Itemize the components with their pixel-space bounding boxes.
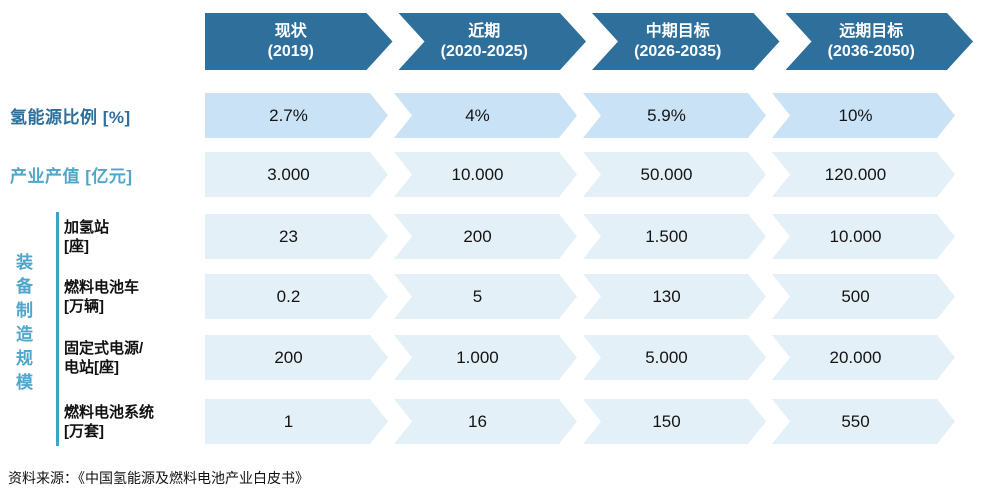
source-note: 资料来源：《中国氢能源及燃料电池产业白皮书》 xyxy=(8,472,309,487)
header-period: (2026-2035) xyxy=(634,42,722,60)
row-hydrogen-share: 2.7% 4% 5.9% 10% xyxy=(205,93,955,138)
value-cell: 1 xyxy=(205,399,388,444)
value-cell: 130 xyxy=(583,274,766,319)
sub-label-name: 加氢站 xyxy=(64,218,110,236)
header-col-mid-term: 中期目标 (2026-2035) xyxy=(592,13,780,70)
header-title: 远期目标 xyxy=(839,22,904,40)
header-period: (2020-2025) xyxy=(440,42,528,60)
value-cell: 5.000 xyxy=(583,335,766,380)
sub-label-fuel-cell-vehicles: 燃料电池车 [万辆] xyxy=(64,274,202,319)
value-cell: 5.9% xyxy=(583,93,766,138)
value-cell: 1.500 xyxy=(583,214,766,259)
sub-label-fuel-cell-systems: 燃料电池系统 [万套] xyxy=(64,399,202,444)
value-cell: 50.000 xyxy=(583,152,766,197)
value-cell: 10% xyxy=(772,93,955,138)
sub-label-unit: [座] xyxy=(64,237,89,255)
value-cell: 4% xyxy=(394,93,577,138)
timeline-header-band: 现状 (2019) 近期 (2020-2025) 中期目标 (2026-2035… xyxy=(205,13,973,70)
row-label-hydrogen-share: 氢能源比例 [%] xyxy=(10,108,131,127)
value-cell: 550 xyxy=(772,399,955,444)
header-col-near-term: 近期 (2020-2025) xyxy=(399,13,587,70)
sub-label-unit: 电站[座] xyxy=(64,358,119,376)
value-cell: 200 xyxy=(394,214,577,259)
value-cell: 200 xyxy=(205,335,388,380)
row-fuel-cell-systems: 1 16 150 550 xyxy=(205,399,955,444)
value-cell: 500 xyxy=(772,274,955,319)
sub-label-refueling-stations: 加氢站 [座] xyxy=(64,214,202,259)
value-cell: 150 xyxy=(583,399,766,444)
sub-label-name: 燃料电池系统 xyxy=(64,403,155,421)
value-cell: 16 xyxy=(394,399,577,444)
row-refueling-stations: 23 200 1.500 10.000 xyxy=(205,214,955,259)
group-bracket-line xyxy=(56,212,59,446)
sub-label-name: 燃料电池车 xyxy=(64,278,140,296)
value-cell: 10.000 xyxy=(394,152,577,197)
value-cell: 20.000 xyxy=(772,335,955,380)
header-title: 中期目标 xyxy=(645,22,710,40)
row-label-industry-output: 产业产值 [亿元] xyxy=(10,167,133,186)
header-title: 近期 xyxy=(468,22,501,40)
header-col-long-term: 远期目标 (2036-2050) xyxy=(786,13,974,70)
header-period: (2036-2050) xyxy=(827,42,915,60)
header-col-status-2019: 现状 (2019) xyxy=(205,13,393,70)
row-fuel-cell-vehicles: 0.2 5 130 500 xyxy=(205,274,955,319)
value-cell: 0.2 xyxy=(205,274,388,319)
row-stationary-power: 200 1.000 5.000 20.000 xyxy=(205,335,955,380)
value-cell: 1.000 xyxy=(394,335,577,380)
value-cell: 3.000 xyxy=(205,152,388,197)
group-label-equipment-scale: 装备制造规模 xyxy=(13,253,32,397)
value-cell: 5 xyxy=(394,274,577,319)
sub-label-unit: [万辆] xyxy=(64,297,104,315)
header-period: (2019) xyxy=(267,42,314,60)
sub-label-unit: [万套] xyxy=(64,422,104,440)
sub-label-name: 固定式电源/ xyxy=(64,339,144,357)
row-industry-output: 3.000 10.000 50.000 120.000 xyxy=(205,152,955,197)
value-cell: 120.000 xyxy=(772,152,955,197)
value-cell: 23 xyxy=(205,214,388,259)
value-cell: 2.7% xyxy=(205,93,388,138)
header-title: 现状 xyxy=(274,22,307,40)
sub-label-stationary-power: 固定式电源/ 电站[座] xyxy=(64,335,202,380)
value-cell: 10.000 xyxy=(772,214,955,259)
